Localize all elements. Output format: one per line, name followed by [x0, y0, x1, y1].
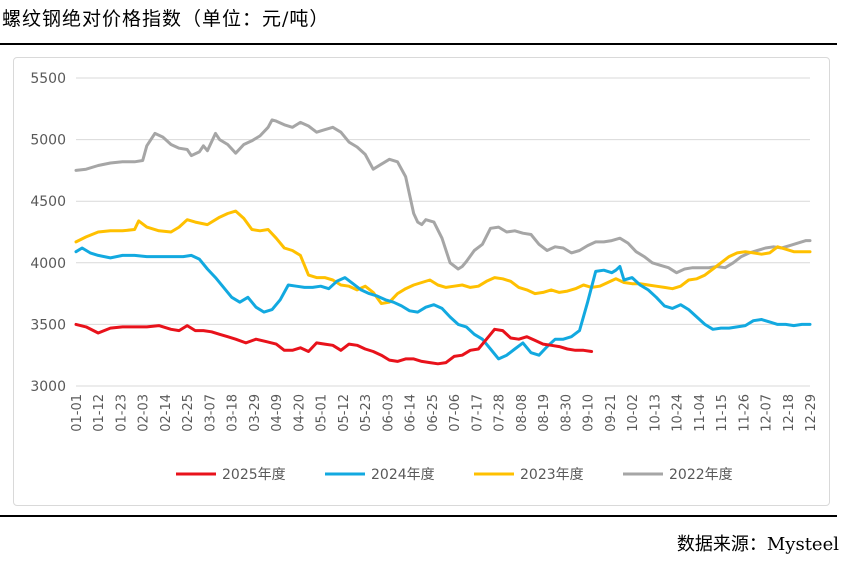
legend-label: 2025年度	[222, 467, 286, 483]
x-tick-label: 07-17	[470, 394, 485, 432]
bottom-rule	[0, 515, 837, 517]
x-tick-label: 10-24	[671, 394, 686, 432]
x-tick-label: 02-25	[181, 394, 196, 432]
y-tick-label: 5500	[30, 71, 66, 87]
y-tick-label: 3500	[30, 317, 66, 333]
x-tick-label: 04-20	[292, 394, 307, 432]
x-tick-label: 02-03	[137, 394, 152, 432]
y-tick-label: 3000	[30, 379, 66, 395]
x-tick-label: 11-15	[715, 394, 730, 432]
x-tick-label: 08-19	[537, 394, 552, 432]
line-chart: 3000 3500 4000 4500 5000 5500 01-01 01-12 01-23 0…	[30, 71, 819, 483]
chart-container: 3000 3500 4000 4500 5000 5500 01-01 01-12 01-23 0…	[13, 57, 830, 506]
x-tick-label: 12-29	[804, 394, 819, 432]
x-tick-label: 05-01	[315, 394, 330, 432]
series-line-2025年度	[74, 322, 594, 366]
x-tick-label: 05-12	[337, 394, 352, 432]
x-tick-label: 03-18	[226, 394, 241, 432]
legend-label: 2022年度	[669, 467, 733, 483]
x-tick-label: 08-08	[515, 394, 530, 432]
x-tick-label: 09-10	[582, 394, 597, 432]
series-line-2024年度	[74, 246, 812, 361]
x-tick-label: 11-26	[737, 394, 752, 432]
x-tick-label: 03-07	[203, 394, 218, 432]
x-tick-label: 07-28	[493, 394, 508, 432]
x-tick-label: 11-04	[693, 394, 708, 432]
x-tick-label: 08-30	[559, 394, 574, 432]
x-tick-label: 10-13	[648, 394, 663, 432]
x-tick-label: 01-12	[92, 394, 107, 432]
series-line-2022年度	[74, 118, 812, 275]
y-tick-label: 4000	[30, 256, 66, 272]
x-tick-label: 04-09	[270, 394, 285, 432]
x-tick-label: 10-02	[626, 394, 641, 432]
top-rule	[0, 43, 837, 45]
x-tick-label: 06-14	[404, 394, 419, 432]
x-tick-label: 02-14	[159, 394, 174, 432]
x-tick-label: 12-07	[760, 394, 775, 432]
x-tick-label: 03-29	[248, 394, 263, 432]
data-source: 数据来源：Mysteel	[676, 534, 839, 555]
x-tick-label: 05-23	[359, 394, 374, 432]
x-tick-label: 09-21	[604, 394, 619, 432]
chart-title: 螺纹钢绝对价格指数（单位：元/吨）	[2, 8, 330, 30]
y-tick-label: 4500	[30, 194, 66, 210]
series-line-2023年度	[74, 209, 812, 305]
x-tick-label: 06-25	[426, 394, 441, 432]
x-tick-label: 07-06	[448, 394, 463, 432]
x-tick-label: 01-01	[70, 394, 85, 432]
y-tick-label: 5000	[30, 133, 66, 149]
x-tick-label: 12-18	[782, 394, 797, 432]
legend-label: 2024年度	[371, 467, 435, 483]
x-tick-label: 01-23	[114, 394, 129, 432]
legend-label: 2023年度	[520, 467, 584, 483]
x-tick-label: 06-03	[381, 394, 396, 432]
